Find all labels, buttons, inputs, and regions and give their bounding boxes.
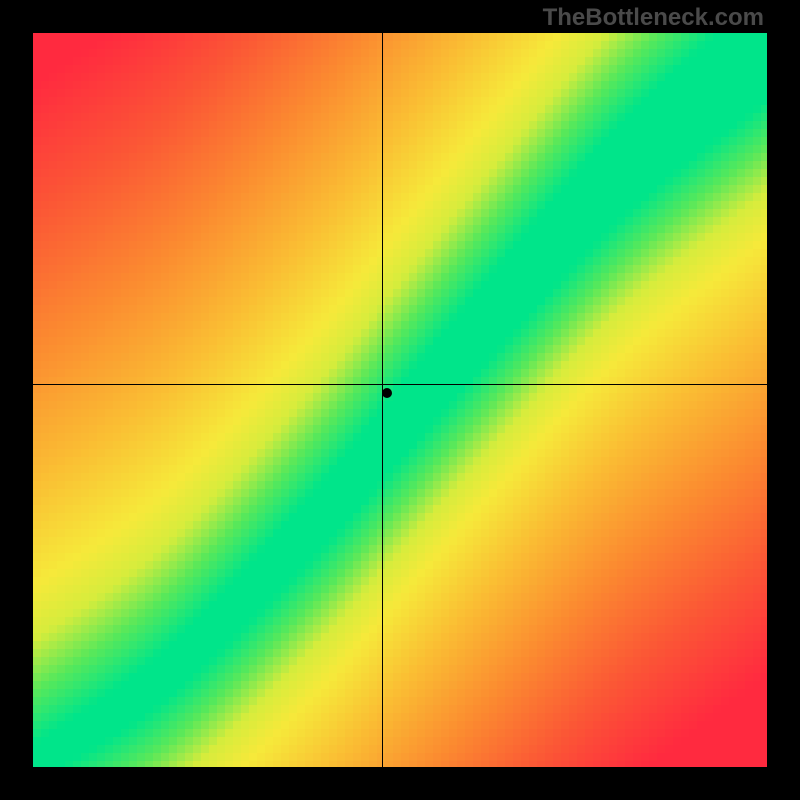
- watermark-text: TheBottleneck.com: [543, 4, 764, 32]
- heatmap-canvas: [33, 33, 767, 767]
- heatmap-plot: [33, 33, 767, 767]
- crosshair-vertical: [382, 33, 383, 767]
- data-point-marker: [382, 388, 392, 398]
- crosshair-horizontal: [33, 384, 767, 385]
- chart-frame: TheBottleneck.com: [0, 0, 800, 800]
